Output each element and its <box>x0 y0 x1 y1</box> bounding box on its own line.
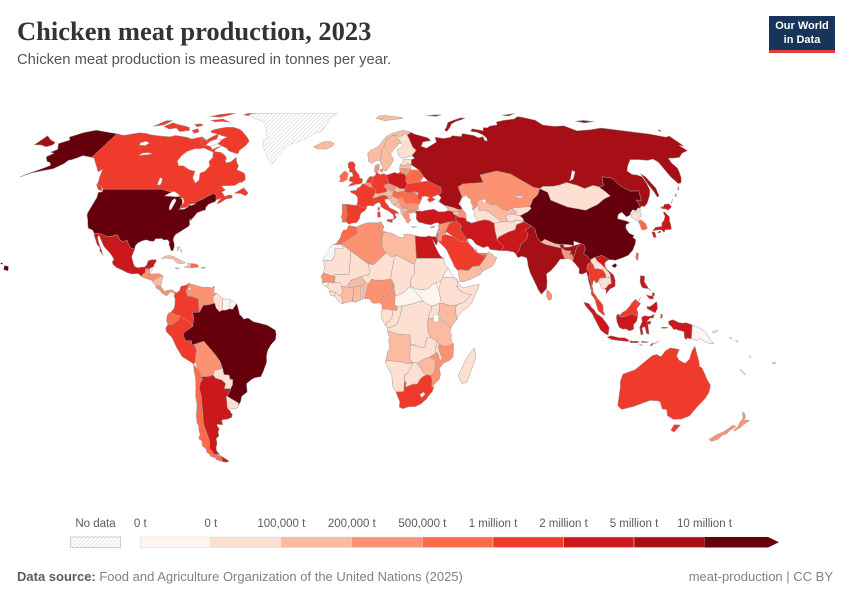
svg-text:2 million t: 2 million t <box>539 518 588 530</box>
svg-text:5 million t: 5 million t <box>610 518 659 530</box>
svg-text:100,000 t: 100,000 t <box>257 518 306 530</box>
svg-text:0 t: 0 t <box>134 518 148 530</box>
svg-text:500,000 t: 500,000 t <box>398 518 447 530</box>
svg-text:0 t: 0 t <box>204 518 218 530</box>
svg-text:No data: No data <box>75 518 116 530</box>
svg-text:10 million t: 10 million t <box>677 518 733 530</box>
svg-text:1 million t: 1 million t <box>469 518 518 530</box>
svg-text:200,000 t: 200,000 t <box>328 518 377 530</box>
